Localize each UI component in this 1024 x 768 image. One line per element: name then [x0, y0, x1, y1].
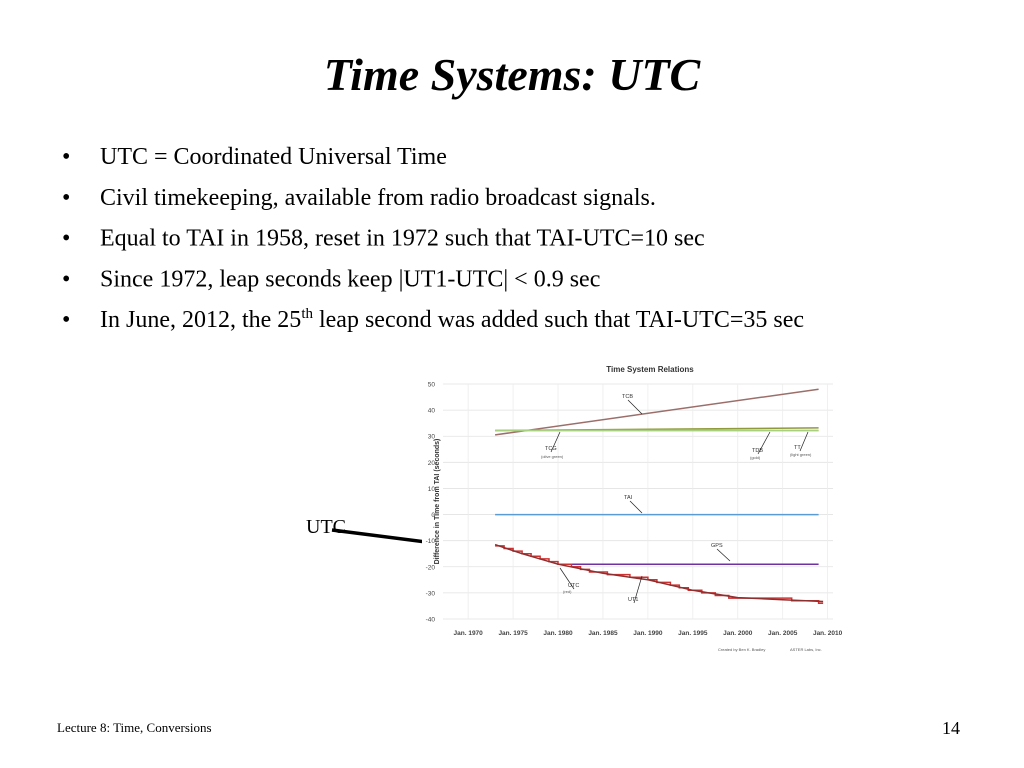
- bullet-text-part: Civil timekeeping, available from radio …: [100, 185, 656, 211]
- series-label: TDB: [752, 448, 763, 454]
- x-tick-label: Jan. 1995: [678, 630, 708, 637]
- leader-arrow: [629, 500, 643, 514]
- slide-title: Time Systems: UTC: [324, 49, 702, 100]
- series-label: TAI: [624, 495, 633, 501]
- series-label: TT: [794, 445, 801, 451]
- series-line: [494, 388, 819, 436]
- x-tick-label: Jan. 1980: [543, 630, 573, 637]
- annotation: (olive green): [541, 454, 564, 459]
- leader-arrow: [716, 548, 731, 562]
- x-tick-label: Jan. 1970: [454, 630, 484, 637]
- chart-background: [422, 360, 846, 656]
- annotation: ASTER Labs, Inc.: [790, 647, 822, 652]
- bullet-text: UTC = Coordinated Universal Time: [100, 144, 447, 170]
- series-label: UTC: [568, 583, 579, 589]
- bullet-symbol: •: [62, 226, 70, 252]
- bullet-text: In June, 2012, the 25th leap second was …: [100, 306, 804, 333]
- bullet-text: Civil timekeeping, available from radio …: [100, 185, 656, 211]
- bullet-text-part: Equal to TAI in 1958, reset in 1972 such…: [100, 226, 705, 252]
- x-tick-label: Jan. 2005: [768, 630, 798, 637]
- y-tick-label: 30: [428, 434, 436, 441]
- y-tick-label: 50: [428, 382, 436, 389]
- bullet-symbol: •: [62, 144, 70, 170]
- bullet-text-part: UTC = Coordinated Universal Time: [100, 144, 447, 170]
- footer: Lecture 8: Time, Conversions: [57, 720, 212, 735]
- bullet-text-part: In June, 2012, the 25: [100, 307, 301, 333]
- x-tick-label: Jan. 1975: [498, 630, 528, 637]
- series-label: GPS: [711, 543, 723, 549]
- y-tick-label: -20: [426, 564, 436, 571]
- bullet-text: Equal to TAI in 1958, reset in 1972 such…: [100, 226, 705, 252]
- leader-arrow: [757, 431, 771, 455]
- series-line: [494, 543, 824, 603]
- y-tick-label: 0: [431, 512, 435, 519]
- y-tick-label: -30: [426, 590, 436, 597]
- leader-arrow: [559, 567, 575, 590]
- bullet-text: Since 1972, leap seconds keep |UT1-UTC| …: [100, 266, 600, 292]
- superscript: th: [301, 306, 313, 322]
- leader-arrow: [633, 575, 643, 604]
- x-tick-label: Jan. 1985: [588, 630, 618, 637]
- y-tick-label: 40: [428, 408, 436, 415]
- y-tick-label: 20: [428, 460, 436, 467]
- annotation: Created by Ben K. Bradley: [718, 647, 765, 652]
- x-tick-label: Jan. 2000: [723, 630, 753, 637]
- series-label: UT1: [628, 597, 638, 603]
- series-label: TCG: [545, 446, 557, 452]
- annotation: (red): [563, 589, 572, 594]
- y-tick-label: -40: [426, 617, 436, 624]
- x-tick-label: Jan. 2010: [813, 630, 843, 637]
- bullet-text-part: leap second was added such that TAI-UTC=…: [313, 307, 804, 333]
- page-number: 14: [942, 718, 960, 738]
- bullet-symbol: •: [62, 185, 70, 211]
- y-axis-label: Difference in Time from TAI (seconds): [434, 439, 441, 565]
- x-tick-label: Jan. 1990: [633, 630, 663, 637]
- chart-title: Time System Relations: [606, 365, 694, 374]
- series-label: TCB: [622, 394, 633, 400]
- leader-arrow: [627, 399, 643, 415]
- y-tick-label: 10: [428, 486, 436, 493]
- annotation: (light green): [790, 452, 812, 457]
- bullet-text-part: Since 1972, leap seconds keep |UT1-UTC| …: [100, 266, 600, 292]
- bullet-symbol: •: [62, 307, 70, 333]
- pointer-label: UTC: [306, 516, 346, 538]
- leader-arrow: [799, 431, 809, 452]
- bullet-symbol: •: [62, 266, 70, 292]
- leader-arrow: [550, 431, 561, 453]
- annotation: (gold): [750, 455, 761, 460]
- y-tick-label: -10: [426, 538, 436, 545]
